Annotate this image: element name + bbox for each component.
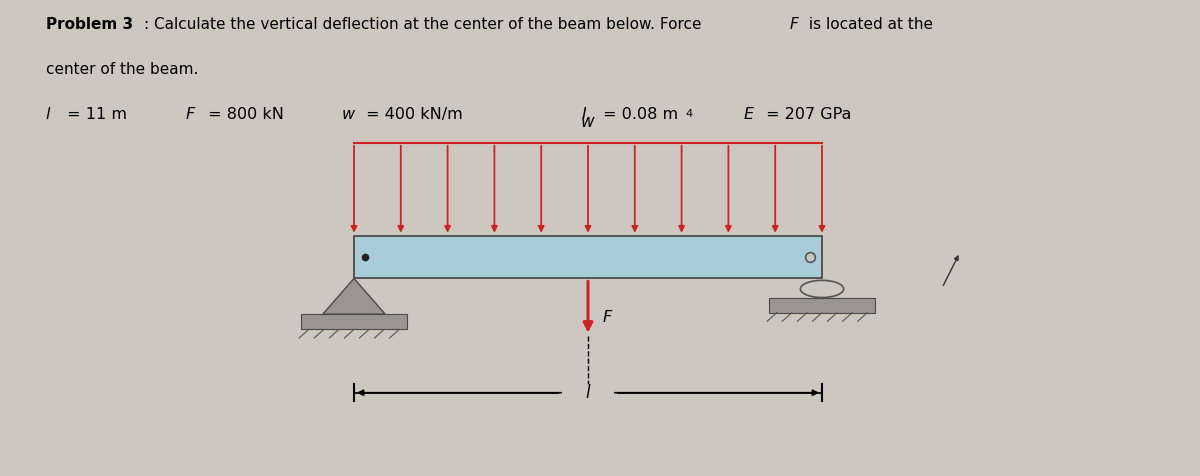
- Polygon shape: [323, 278, 385, 314]
- Text: = 207 GPa: = 207 GPa: [761, 107, 851, 122]
- Text: = 400 kN/m: = 400 kN/m: [361, 107, 463, 122]
- Text: Problem 3: Problem 3: [46, 17, 133, 32]
- Text: center of the beam.: center of the beam.: [46, 62, 198, 77]
- Text: = 11 m: = 11 m: [62, 107, 127, 122]
- Text: 4: 4: [685, 109, 692, 119]
- Text: I: I: [582, 107, 587, 122]
- Text: = 0.08 m: = 0.08 m: [598, 107, 678, 122]
- Text: E: E: [744, 107, 754, 122]
- Text: : Calculate the vertical deflection at the center of the beam below. Force: : Calculate the vertical deflection at t…: [144, 17, 707, 32]
- Text: l: l: [46, 107, 50, 122]
- Text: $w$: $w$: [580, 113, 596, 131]
- Text: F: F: [186, 107, 196, 122]
- Bar: [354, 236, 822, 278]
- Text: $l$: $l$: [584, 384, 592, 402]
- Text: is located at the: is located at the: [804, 17, 934, 32]
- Bar: [769, 298, 875, 313]
- Text: w: w: [342, 107, 355, 122]
- Text: F: F: [790, 17, 798, 32]
- Circle shape: [800, 280, 844, 298]
- Bar: [301, 314, 407, 329]
- Text: $F$: $F$: [602, 309, 613, 326]
- Text: = 800 kN: = 800 kN: [203, 107, 283, 122]
